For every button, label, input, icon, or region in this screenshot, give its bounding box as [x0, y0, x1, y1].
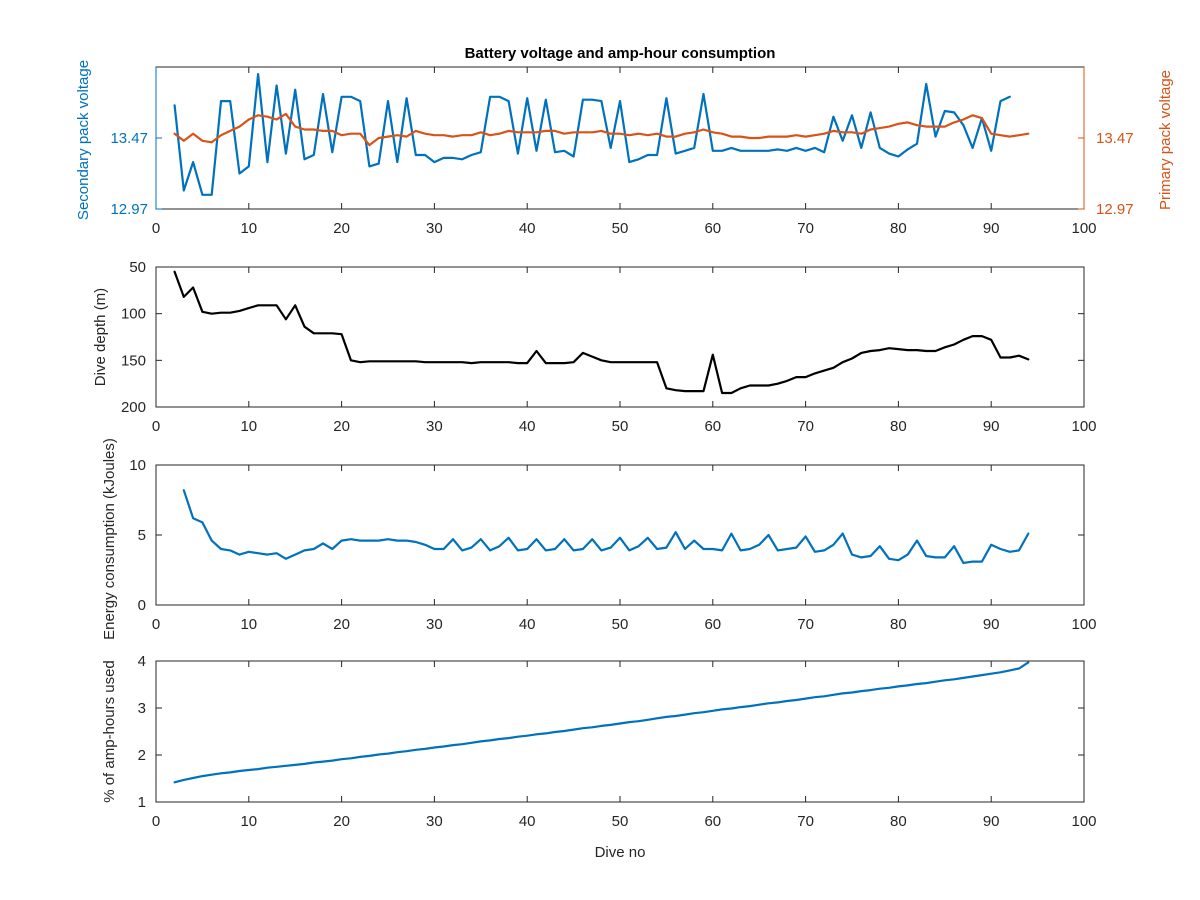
- x-tick-label: 90: [983, 616, 1000, 633]
- x-tick-label: 20: [333, 813, 350, 830]
- x-tick-label: 90: [983, 813, 1000, 830]
- y-tick-label: 100: [121, 306, 146, 323]
- y-axis-label: % of amp-hours used: [101, 660, 118, 803]
- x-tick-label: 60: [704, 220, 721, 237]
- x-tick-label: 30: [426, 616, 443, 633]
- y-tick-label: 5: [138, 527, 146, 544]
- y-tick-label: 3: [138, 700, 146, 717]
- x-tick-label: 70: [797, 418, 814, 435]
- y-tick-label: 150: [121, 352, 146, 369]
- y-tick-label: 1: [138, 794, 146, 811]
- x-tick-label: 10: [240, 220, 257, 237]
- axes-frame: [155, 66, 1085, 210]
- x-tick-label: 70: [797, 616, 814, 633]
- x-tick-label: 0: [152, 616, 160, 633]
- x-tick-label: 40: [519, 418, 536, 435]
- x-tick-label: 90: [983, 418, 1000, 435]
- right-y-tick-label: 12.97: [1096, 201, 1134, 218]
- x-tick-label: 100: [1071, 813, 1096, 830]
- x-tick-label: 40: [519, 813, 536, 830]
- x-tick-label: 0: [152, 418, 160, 435]
- axes-frame: [155, 464, 1085, 606]
- x-tick-label: 50: [612, 220, 629, 237]
- axes-frame: [155, 266, 1085, 408]
- x-tick-label: 10: [240, 813, 257, 830]
- x-tick-label: 100: [1071, 220, 1096, 237]
- series-line-secondary-pack-voltage: [173, 72, 1011, 196]
- left-y-tick-label: 12.97: [110, 201, 148, 218]
- right-y-tick-label: 13.47: [1096, 130, 1134, 147]
- chart-panel-4: 0 10 20 30 40 50 60 70 80 90 100 1 2 3 4 % of amp-hours…: [101, 653, 1097, 861]
- x-tick-label: 0: [152, 813, 160, 830]
- x-tick-label: 50: [612, 616, 629, 633]
- x-tick-label: 0: [152, 220, 160, 237]
- chart-title: Battery voltage and amp-hour consumption: [465, 45, 776, 62]
- x-tick-label: 40: [519, 616, 536, 633]
- x-tick-label: 50: [612, 418, 629, 435]
- chart-panel-2: 0 10 20 30 40 50 60 70 80 90 100 50 100 150 200 Dive de…: [92, 259, 1097, 435]
- y-tick-label: 10: [129, 457, 146, 474]
- x-tick-label: 80: [890, 813, 907, 830]
- y-tick-label: 0: [138, 597, 146, 614]
- x-tick-label: 10: [240, 616, 257, 633]
- x-tick-label: 20: [333, 616, 350, 633]
- y-tick-label: 2: [138, 747, 146, 764]
- x-tick-label: 20: [333, 220, 350, 237]
- chart-panel-3: 0 10 20 30 40 50 60 70 80 90 100 0 5 10 Energy consump…: [101, 438, 1097, 640]
- x-tick-label: 80: [890, 616, 907, 633]
- x-tick-label: 100: [1071, 418, 1096, 435]
- x-axis-label: Dive no: [595, 844, 646, 861]
- y-tick-label: 200: [121, 399, 146, 416]
- axes-frame: [155, 660, 1085, 803]
- series-line-panel2-1: [173, 270, 1030, 395]
- chart-panel-1: 0 10 20 30 40 50 60 70 80 90 10012.9713.4712.9713.…: [75, 45, 1174, 237]
- x-tick-label: 60: [704, 418, 721, 435]
- x-tick-label: 30: [426, 220, 443, 237]
- series-line-panel3-1: [182, 489, 1030, 565]
- x-tick-label: 60: [704, 616, 721, 633]
- x-tick-label: 70: [797, 220, 814, 237]
- left-y-axis-label: Secondary pack voltage: [75, 60, 92, 220]
- series-line-panel4-1: [173, 661, 1030, 784]
- y-axis-label: Dive depth (m): [92, 288, 109, 386]
- x-tick-label: 50: [612, 813, 629, 830]
- x-tick-label: 90: [983, 220, 1000, 237]
- y-tick-label: 50: [129, 259, 146, 276]
- x-tick-label: 80: [890, 220, 907, 237]
- x-tick-label: 70: [797, 813, 814, 830]
- x-tick-label: 20: [333, 418, 350, 435]
- x-tick-label: 30: [426, 418, 443, 435]
- left-y-tick-label: 13.47: [110, 130, 148, 147]
- right-y-axis-label: Primary pack voltage: [1157, 70, 1174, 210]
- x-tick-label: 100: [1071, 616, 1096, 633]
- x-tick-label: 40: [519, 220, 536, 237]
- x-tick-label: 30: [426, 813, 443, 830]
- x-tick-label: 10: [240, 418, 257, 435]
- x-tick-label: 60: [704, 813, 721, 830]
- y-tick-label: 4: [138, 653, 146, 670]
- x-tick-label: 80: [890, 418, 907, 435]
- series-line-primary-pack-voltage: [173, 112, 1030, 147]
- y-axis-label: Energy consumption (kJoules): [101, 438, 118, 640]
